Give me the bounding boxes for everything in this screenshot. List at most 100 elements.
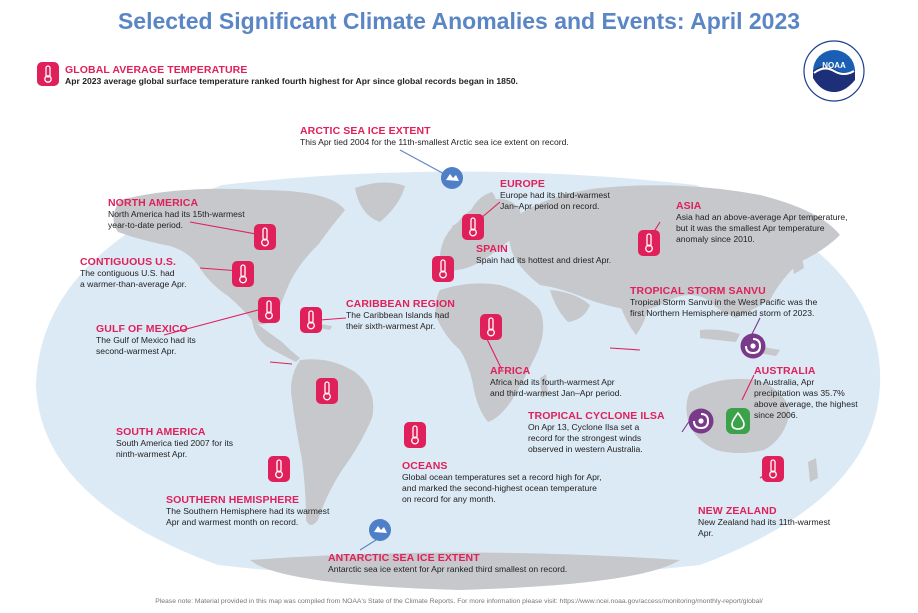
noaa-logo: NOAA bbox=[803, 40, 865, 102]
europe-line: Europe had its third-warmest bbox=[500, 190, 610, 200]
sea-ice-icon bbox=[369, 519, 391, 541]
arabian-peninsula bbox=[550, 290, 590, 322]
thermometer-icon bbox=[762, 456, 784, 482]
south-america-line: ninth-warmest Apr. bbox=[116, 449, 188, 459]
asia-heading: ASIA bbox=[676, 200, 702, 212]
contiguous-us-heading: CONTIGUOUS U.S. bbox=[80, 256, 177, 268]
europe-label: EUROPE Europe had its third-warmest Jan–… bbox=[500, 178, 660, 212]
global-temperature-label: GLOBAL AVERAGE TEMPERATURE Apr 2023 aver… bbox=[65, 64, 585, 87]
australia-heading: AUSTRALIA bbox=[754, 365, 816, 377]
contiguous-us-line: The contiguous U.S. had bbox=[80, 268, 175, 278]
africa-line: and third-warmest Jan–Apr period. bbox=[490, 388, 622, 398]
oceans-heading: OCEANS bbox=[402, 460, 448, 472]
thermometer-icon bbox=[480, 314, 502, 340]
caribbean-line: The Caribbean Islands had bbox=[346, 310, 450, 320]
central-america bbox=[252, 320, 300, 362]
thermometer-icon bbox=[432, 256, 454, 282]
antarctica bbox=[250, 552, 680, 590]
oceans-line: on record for any month. bbox=[402, 494, 496, 504]
oceans-label: OCEANS Global ocean temperatures set a r… bbox=[402, 460, 652, 505]
north-america-label: NORTH AMERICA North America had its 15th… bbox=[108, 197, 278, 231]
new-zealand-line: Apr. bbox=[698, 528, 714, 538]
gulf-of-mexico-line: The Gulf of Mexico had its bbox=[96, 335, 196, 345]
greenland bbox=[355, 182, 405, 222]
thermometer-icon bbox=[258, 297, 280, 323]
gulf-of-mexico-heading: GULF OF MEXICO bbox=[96, 323, 188, 335]
contiguous-us-label: CONTIGUOUS U.S. The contiguous U.S. had … bbox=[80, 256, 230, 290]
north-america-line: year-to-date period. bbox=[108, 220, 183, 230]
oceans-line: and marked the second-highest ocean temp… bbox=[402, 483, 597, 493]
thermometer-icon bbox=[638, 230, 660, 256]
noaa-logo-text: NOAA bbox=[822, 61, 846, 70]
tropical-cyclone-ilsa-label: TROPICAL CYCLONE ILSA On Apr 13, Cyclone… bbox=[528, 410, 698, 455]
contiguous-us-line: a warmer-than-average Apr. bbox=[80, 279, 187, 289]
thermometer-icon bbox=[37, 62, 59, 86]
caribbean-label: CARIBBEAN REGION The Caribbean Islands h… bbox=[346, 298, 506, 332]
africa-heading: AFRICA bbox=[490, 365, 531, 377]
gulf-of-mexico-label: GULF OF MEXICO The Gulf of Mexico had it… bbox=[96, 323, 246, 357]
australia-label: AUSTRALIA In Australia, Apr precipitatio… bbox=[754, 365, 884, 421]
southern-hemisphere-label: SOUTHERN HEMISPHERE The Southern Hemisph… bbox=[166, 494, 376, 528]
new-zealand-line: New Zealand had its 11th-warmest bbox=[698, 517, 831, 527]
global-temperature-heading: GLOBAL AVERAGE TEMPERATURE bbox=[65, 64, 248, 76]
ilsa-line: On Apr 13, Cyclone Ilsa set a bbox=[528, 422, 640, 432]
arctic-heading: ARCTIC SEA ICE EXTENT bbox=[300, 125, 431, 137]
southern-hemisphere-line: Apr and warmest month on record. bbox=[166, 517, 299, 527]
north-america bbox=[113, 188, 345, 325]
ilsa-line: observed in western Australia. bbox=[528, 444, 643, 454]
new-zealand bbox=[808, 458, 818, 482]
southern-hemisphere-line: The Southern Hemisphere had its warmest bbox=[166, 506, 330, 516]
antarctic-line: Antarctic sea ice extent for Apr ranked … bbox=[328, 564, 568, 574]
ilsa-heading: TROPICAL CYCLONE ILSA bbox=[528, 410, 665, 422]
thermometer-icon bbox=[316, 378, 338, 404]
land-masses bbox=[113, 182, 840, 590]
africa-label: AFRICA Africa had its fourth-warmest Apr… bbox=[490, 365, 660, 399]
australia-line: precipitation was 35.7% bbox=[754, 388, 845, 398]
north-america-heading: NORTH AMERICA bbox=[108, 197, 199, 209]
asia bbox=[505, 185, 840, 318]
gulf-of-mexico-line: second-warmest Apr. bbox=[96, 346, 177, 356]
australia-line: since 2006. bbox=[754, 410, 798, 420]
antarctic-heading: ANTARCTIC SEA ICE EXTENT bbox=[328, 552, 480, 564]
oceans-line: Global ocean temperatures set a record h… bbox=[402, 472, 602, 482]
sanvu-line: first Northern Hemisphere named storm of… bbox=[630, 308, 815, 318]
africa bbox=[435, 283, 544, 422]
sanvu-heading: TROPICAL STORM SANVU bbox=[630, 285, 766, 297]
asia-line: anomaly since 2010. bbox=[676, 234, 755, 244]
precipitation-icon bbox=[726, 408, 750, 434]
south-america-line: South America tied 2007 for its bbox=[116, 438, 234, 448]
southern-hemisphere-heading: SOUTHERN HEMISPHERE bbox=[166, 494, 300, 506]
new-zealand-heading: NEW ZEALAND bbox=[698, 505, 777, 517]
sea-ice-icon bbox=[441, 167, 463, 189]
thermometer-icon bbox=[462, 214, 484, 240]
thermometer-icon bbox=[268, 456, 290, 482]
arctic-sea-ice-label: ARCTIC SEA ICE EXTENT This Apr tied 2004… bbox=[300, 125, 630, 148]
north-america-line: North America had its 15th-warmest bbox=[108, 209, 245, 219]
madagascar bbox=[540, 374, 548, 398]
spain-line: Spain had its hottest and driest Apr. bbox=[476, 255, 612, 265]
asia-line: but it was the smallest Apr temperature bbox=[676, 223, 825, 233]
south-america-heading: SOUTH AMERICA bbox=[116, 426, 206, 438]
australia-line: In Australia, Apr bbox=[754, 377, 815, 387]
japan bbox=[790, 246, 804, 274]
ilsa-line: record for the strongest winds bbox=[528, 433, 642, 443]
south-america bbox=[291, 359, 374, 525]
caribbean-line: their sixth-warmest Apr. bbox=[346, 321, 436, 331]
footer-note: Please note: Material provided in this m… bbox=[155, 598, 763, 605]
ice-leader-lines bbox=[359, 149, 449, 551]
europe-line: Jan–Apr period on record. bbox=[500, 201, 600, 211]
thermometer-icon bbox=[300, 307, 322, 333]
thermometer-icon bbox=[232, 261, 254, 287]
spain-heading: SPAIN bbox=[476, 243, 508, 255]
arctic-line: This Apr tied 2004 for the 11th-smallest… bbox=[300, 137, 569, 147]
asia-line: Asia had an above-average Apr temperatur… bbox=[676, 212, 848, 222]
spain-label: SPAIN Spain had its hottest and driest A… bbox=[476, 243, 646, 266]
caribbean-heading: CARIBBEAN REGION bbox=[346, 298, 455, 310]
india bbox=[620, 290, 650, 335]
thermometer-icon bbox=[254, 224, 276, 250]
south-america-label: SOUTH AMERICA South America tied 2007 fo… bbox=[116, 426, 286, 460]
new-zealand-label: NEW ZEALAND New Zealand had its 11th-war… bbox=[698, 505, 878, 539]
map-title: Selected Significant Climate Anomalies a… bbox=[117, 8, 801, 34]
africa-line: Africa had its fourth-warmest Apr bbox=[490, 377, 615, 387]
